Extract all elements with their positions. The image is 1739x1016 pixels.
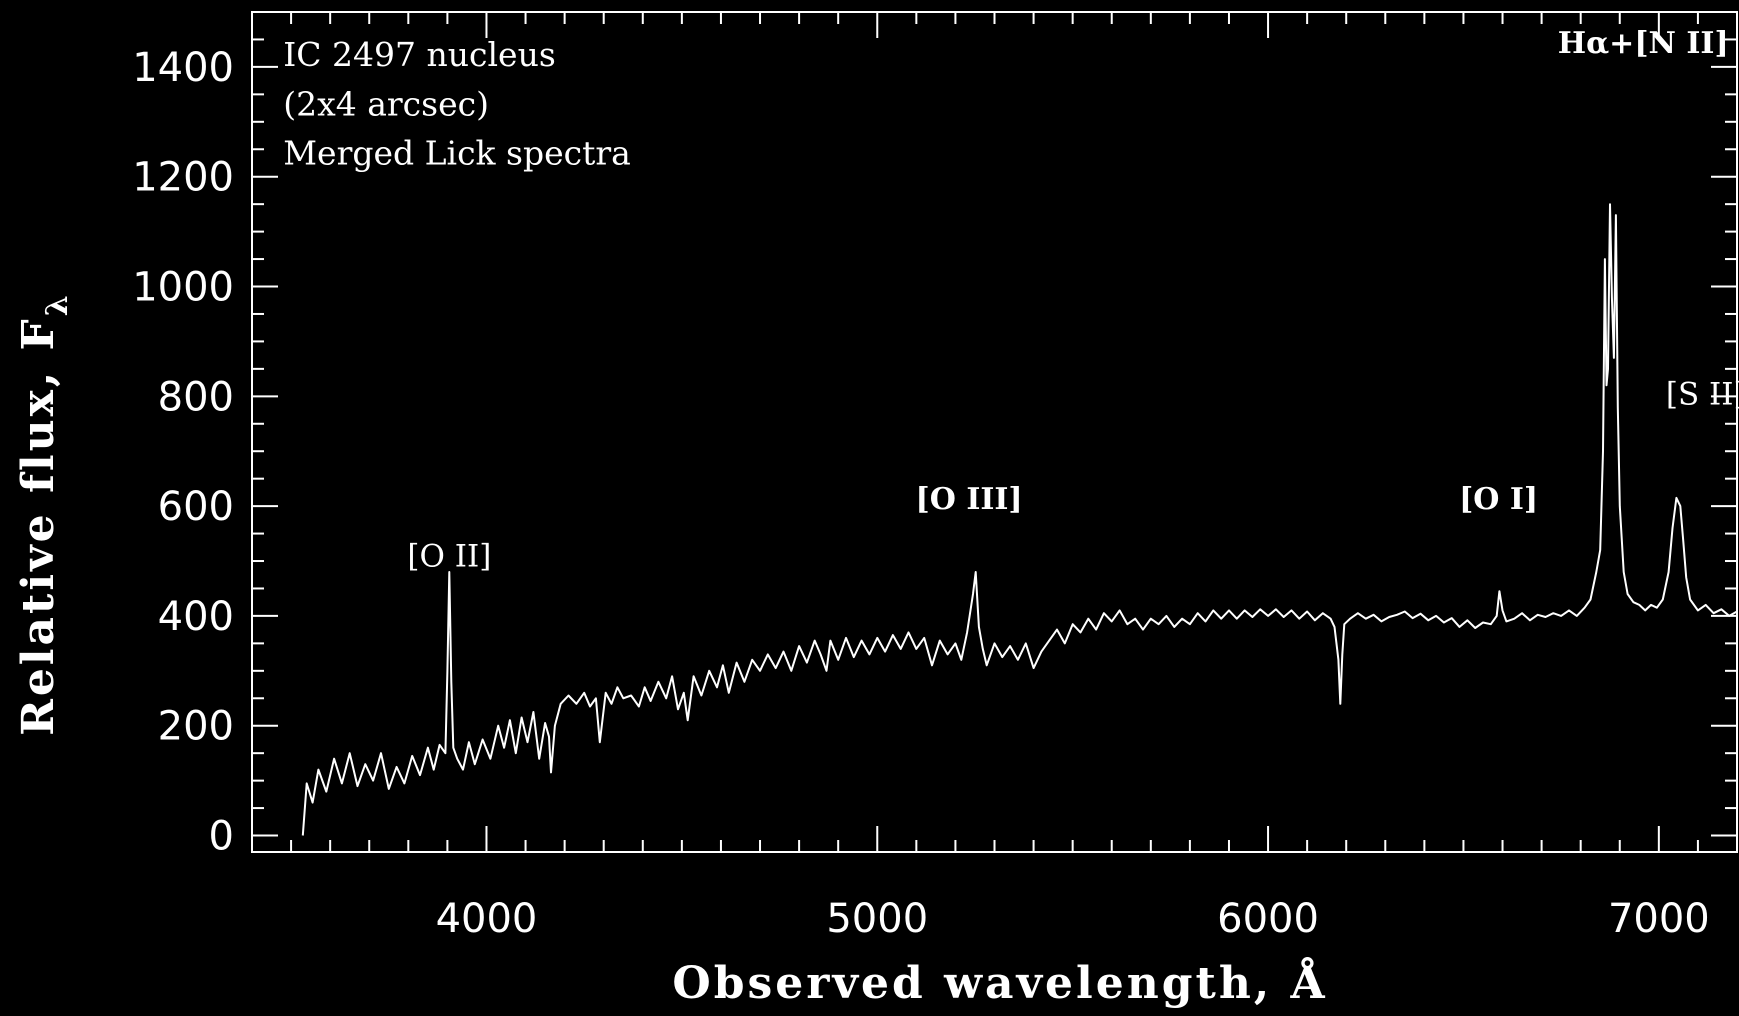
y-axis-title-group: Relative flux, Fλ [13,292,75,736]
y-axis-title: Relative flux, Fλ [13,292,75,736]
labels-layer: 4000 5000 6000 7000 0 200 400 600 800 1000 1200 140… [132,26,1739,942]
y-tick-label: 800 [158,374,234,420]
ticks-layer [251,11,1738,852]
emission-line-label: [O II] [407,539,491,575]
emission-line-label: [O III] [916,482,1023,517]
y-tick-label: 1400 [132,45,234,91]
x-tick-label: 5000 [826,896,928,942]
y-tick-label: 0 [209,814,234,860]
y-tick-label: 200 [158,704,234,750]
emission-line-label: [O I] [1459,482,1538,517]
y-tick-label: 1200 [132,155,234,201]
annotation-text-2: Merged Lick spectra [283,134,631,173]
x-tick-label: 7000 [1608,896,1710,942]
y-tick-label: 1000 [132,265,234,311]
y-tick-label: 400 [158,594,234,640]
annotation-text-1: (2x4 arcsec) [283,84,489,123]
series-layer [301,203,1738,836]
emission-line-label: [S II] [1666,377,1739,413]
spectrum-line-0 [301,203,1738,836]
y-tick-label: 600 [158,484,234,530]
x-tick-label: 6000 [1217,896,1319,942]
x-axis-title: Observed wavelength, Å [672,956,1327,1009]
annotation-text-0: IC 2497 nucleus [283,35,556,74]
y-axis-title-subscript: λ [40,292,75,316]
y-axis-title-main: Relative flux, F [13,316,64,735]
emission-line-label: Hα+[N II] [1558,26,1729,61]
plot-frame [251,11,1738,853]
x-tick-label: 4000 [436,896,538,942]
